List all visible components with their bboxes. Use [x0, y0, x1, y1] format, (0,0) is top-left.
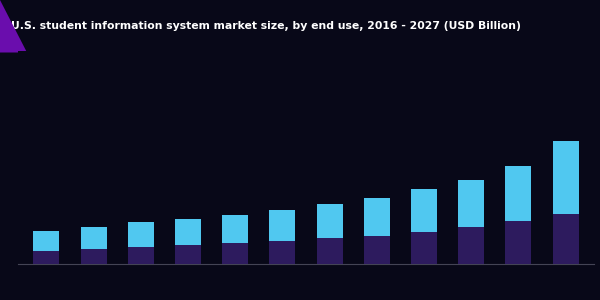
Bar [505, 221, 532, 264]
Bar [128, 222, 154, 247]
Bar [317, 238, 343, 264]
Bar [269, 210, 295, 241]
Bar [34, 231, 59, 251]
Bar [364, 236, 390, 264]
Bar [34, 251, 59, 264]
Bar [269, 241, 295, 264]
Text: U.S. student information system market size, by end use, 2016 - 2027 (USD Billio: U.S. student information system market s… [11, 21, 521, 31]
Bar [553, 214, 578, 264]
Polygon shape [0, 0, 27, 52]
Bar [222, 243, 248, 264]
Bar [458, 227, 484, 264]
Bar [505, 166, 532, 221]
Bar [222, 215, 248, 243]
Bar [364, 198, 390, 236]
Bar [80, 226, 107, 249]
Bar [175, 219, 201, 245]
Bar [411, 189, 437, 232]
Bar [458, 180, 484, 227]
Bar [128, 247, 154, 264]
Bar [411, 232, 437, 264]
Bar [317, 204, 343, 238]
Bar [80, 249, 107, 264]
Bar [553, 141, 578, 214]
Bar [175, 245, 201, 264]
